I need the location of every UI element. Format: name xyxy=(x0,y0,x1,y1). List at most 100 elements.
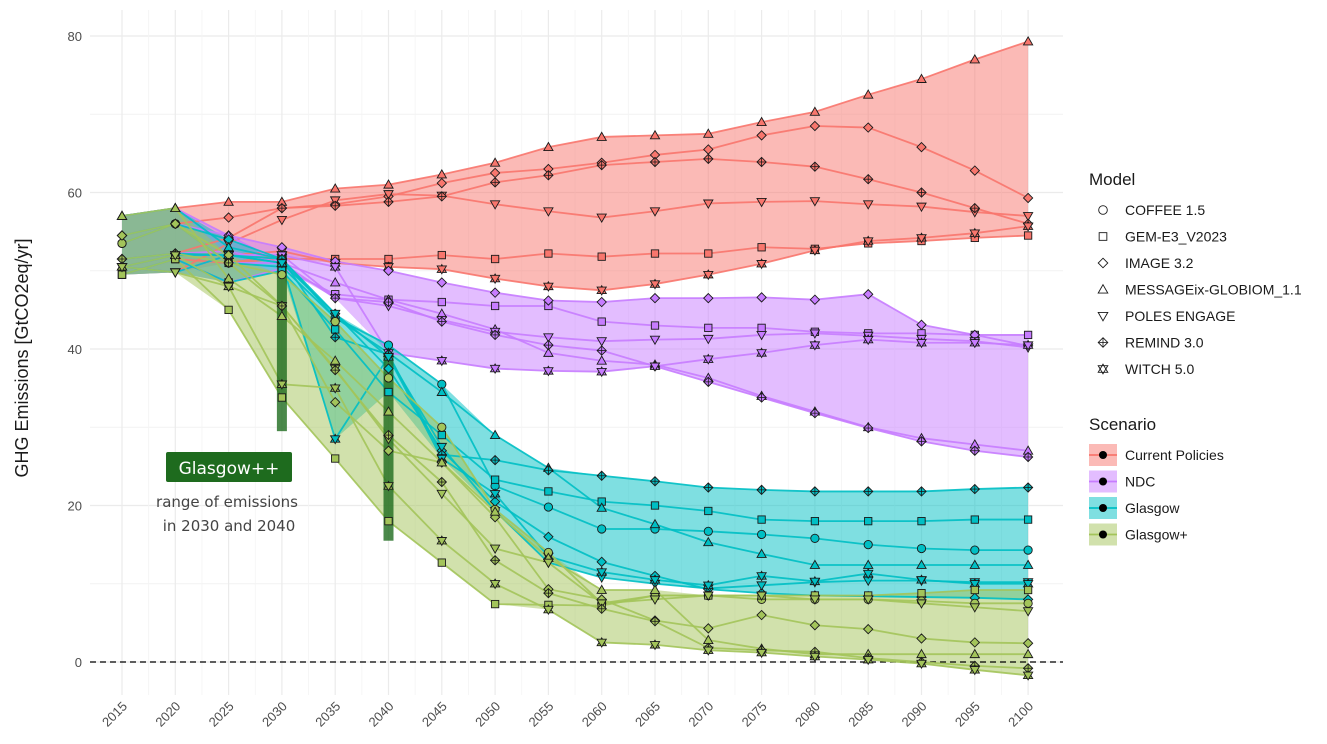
point-marker xyxy=(756,258,767,270)
point-marker xyxy=(329,433,341,445)
point-marker xyxy=(543,604,554,616)
point-marker xyxy=(809,106,821,116)
point-marker xyxy=(810,517,820,526)
marker-tri-down xyxy=(383,353,394,363)
point-marker xyxy=(329,183,341,193)
point-marker xyxy=(436,277,448,288)
marker-tri-down xyxy=(436,357,448,367)
point-marker xyxy=(756,347,767,359)
marker-tri-down xyxy=(862,569,874,580)
marker-tri-down xyxy=(969,339,981,349)
point-marker xyxy=(489,578,501,590)
point-marker xyxy=(1023,585,1033,595)
point-marker xyxy=(703,623,714,634)
point-marker xyxy=(702,353,714,365)
x-tick-label: 2080 xyxy=(792,699,823,730)
point-marker xyxy=(383,190,394,200)
point-marker xyxy=(436,191,448,202)
point-marker xyxy=(704,249,713,258)
point-marker xyxy=(809,619,821,631)
series-points xyxy=(116,35,1034,681)
x-tick-label: 2065 xyxy=(632,699,663,730)
point-marker xyxy=(436,177,448,189)
point-marker xyxy=(809,339,821,351)
point-marker xyxy=(756,647,767,659)
point-marker xyxy=(862,568,874,580)
point-marker xyxy=(224,305,233,315)
marker-tri-down xyxy=(756,648,767,659)
point-marker xyxy=(384,387,393,397)
series-line xyxy=(121,207,1029,656)
point-marker xyxy=(863,540,873,550)
point-marker xyxy=(969,559,981,569)
series-line xyxy=(121,258,1029,607)
point-marker xyxy=(702,591,714,601)
point-marker xyxy=(436,535,448,547)
point-marker xyxy=(862,595,874,605)
series-line xyxy=(121,254,1029,677)
marker-tri-down xyxy=(862,335,874,346)
point-marker xyxy=(544,487,553,496)
point-marker xyxy=(489,506,501,516)
point-marker xyxy=(916,232,927,244)
point-marker xyxy=(1023,330,1033,340)
x-tick-label: 2050 xyxy=(472,699,503,730)
series-line xyxy=(121,254,1029,587)
point-marker xyxy=(650,249,660,258)
point-marker xyxy=(969,603,981,613)
point-marker xyxy=(809,575,821,587)
point-marker xyxy=(969,227,981,239)
glasgow-pp-label-box xyxy=(166,452,292,482)
point-marker xyxy=(969,664,981,676)
marker-tri-down xyxy=(969,229,981,239)
point-marker xyxy=(757,515,766,524)
marker-tri-down xyxy=(543,282,554,292)
point-marker xyxy=(596,337,608,347)
series-line xyxy=(121,222,1029,347)
point-marker xyxy=(1098,232,1108,241)
point-marker xyxy=(170,218,181,230)
point-marker xyxy=(756,130,767,141)
point-marker xyxy=(596,502,608,512)
point-marker xyxy=(596,636,608,648)
marker-tri-down xyxy=(809,577,821,587)
point-marker xyxy=(329,355,341,365)
point-marker xyxy=(969,337,981,349)
point-marker xyxy=(756,116,767,126)
marker-tri-down xyxy=(489,274,501,285)
point-marker xyxy=(862,200,874,210)
point-marker xyxy=(1022,559,1034,569)
point-marker xyxy=(702,269,714,281)
point-marker xyxy=(757,243,766,252)
series-lines xyxy=(121,40,1029,677)
point-marker xyxy=(169,268,181,278)
point-marker xyxy=(330,317,340,327)
marker-tri-down xyxy=(649,280,661,290)
point-marker xyxy=(649,639,661,651)
point-marker xyxy=(543,558,554,569)
point-marker xyxy=(1022,35,1034,46)
point-marker xyxy=(1023,545,1033,555)
point-marker xyxy=(756,581,767,591)
point-marker xyxy=(596,296,607,308)
point-marker xyxy=(436,355,448,367)
series-line xyxy=(121,222,1029,601)
legend-model-title: Model xyxy=(1089,170,1135,189)
point-marker xyxy=(383,480,394,492)
point-marker xyxy=(223,280,234,292)
point-marker xyxy=(276,215,288,226)
point-marker xyxy=(437,250,446,260)
point-marker xyxy=(116,230,128,241)
point-marker xyxy=(116,210,128,220)
point-marker xyxy=(543,280,554,292)
point-marker xyxy=(756,197,767,208)
y-tick-label: 60 xyxy=(68,186,82,201)
point-marker xyxy=(169,202,181,213)
marker-tri-down xyxy=(436,537,448,547)
marker-tri-down xyxy=(809,341,821,351)
point-marker xyxy=(1022,637,1034,649)
point-marker xyxy=(809,294,821,305)
point-marker xyxy=(809,595,821,605)
point-marker xyxy=(383,265,394,276)
point-marker xyxy=(329,200,341,212)
